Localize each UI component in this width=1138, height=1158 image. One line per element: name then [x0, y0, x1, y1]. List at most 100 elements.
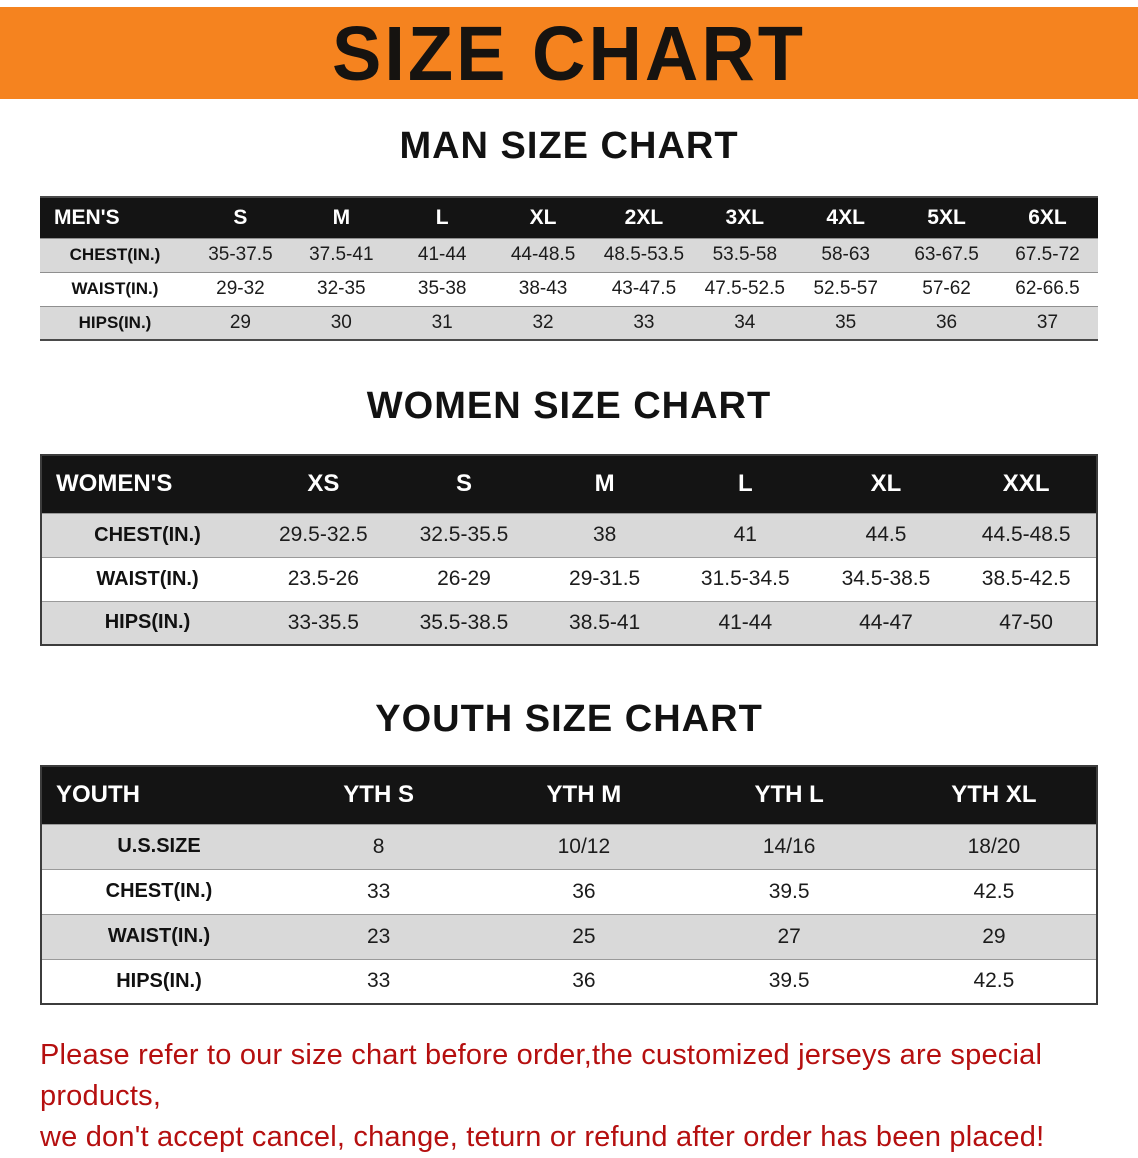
men-table-header-row: MEN'S S M L XL 2XL 3XL 4XL 5XL 6XL [40, 197, 1098, 238]
measurement-row-label: HIPS(IN.) [116, 969, 202, 992]
table-row: WAIST(IN.) 23.5-26 26-29 29-31.5 31.5-34.5 34… [41, 557, 1097, 601]
size-value: 39.5 [768, 879, 810, 903]
size-value: 43-47.5 [611, 278, 677, 299]
footer-note-line1: Please refer to our size chart before or… [40, 1039, 1043, 1112]
measurement-row-label: CHEST(IN.) [69, 245, 161, 264]
size-column-header: L [435, 205, 449, 229]
size-value: 26-29 [437, 567, 491, 590]
size-column-header: 6XL [1028, 205, 1067, 229]
measurement-row-label: HIPS(IN.) [78, 312, 152, 332]
size-value: 32 [532, 311, 554, 333]
size-value: 35-37.5 [208, 244, 273, 265]
youth-chart-title: YOUTH SIZE CHART [375, 698, 763, 740]
youth-size-chart-section: YOUTH SIZE CHART YOUTH YTH S YTH M YTH L YTH … [40, 698, 1098, 1005]
men-corner-label: MEN'S [54, 205, 120, 229]
size-column-header: XXL [1002, 470, 1050, 498]
size-column-header: XS [307, 470, 340, 498]
size-value: 18/20 [967, 834, 1021, 858]
size-value: 37 [1036, 311, 1059, 333]
size-value: 23.5-26 [287, 567, 359, 590]
men-size-chart-section: MAN SIZE CHART MEN'S S M L XL 2XL 3XL 4XL 5XL 6XL C… [40, 125, 1098, 341]
size-value: 33 [366, 879, 391, 903]
women-table-header-row: WOMEN'S XS S M L XL XXL [41, 455, 1097, 513]
size-column-header: M [332, 205, 351, 229]
size-column-header: 5XL [927, 205, 966, 229]
size-value: 62-66.5 [1015, 278, 1080, 299]
size-column-header: M [594, 470, 615, 498]
measurement-row-label: CHEST(IN.) [105, 880, 213, 902]
size-value: 44.5-48.5 [981, 523, 1071, 546]
size-value: 38.5-42.5 [981, 567, 1071, 590]
size-value: 44-47 [859, 610, 913, 634]
size-value: 47-50 [999, 610, 1053, 634]
size-column-header: YTH S [343, 781, 414, 809]
women-size-table: WOMEN'S XS S M L XL XXL CHEST(IN.) 29.5-32.5 32.5… [40, 454, 1098, 646]
size-column-header: YTH M [546, 781, 622, 809]
table-row: WAIST(IN.) 29-32 32-35 35-38 38-43 43-47.5 47.… [40, 272, 1098, 306]
table-row: WAIST(IN.) 23 25 27 29 [41, 914, 1097, 959]
size-column-header: L [737, 470, 753, 498]
size-value: 48.5-53.5 [603, 244, 685, 265]
size-value: 29 [982, 924, 1006, 948]
size-value: 32.5-35.5 [419, 523, 509, 546]
measurement-row-label: WAIST(IN.) [107, 925, 211, 947]
measurement-row-label: HIPS(IN.) [104, 611, 191, 634]
size-column-header: S [455, 470, 472, 498]
table-row: CHEST(IN.) 29.5-32.5 32.5-35.5 38 41 44.5 44.5… [41, 513, 1097, 557]
size-column-header: 2XL [624, 205, 664, 229]
table-row: CHEST(IN.) 35-37.5 37.5-41 41-44 44-48.5 48.5… [40, 238, 1098, 272]
size-value: 67.5-72 [1015, 244, 1080, 265]
size-value: 47.5-52.5 [704, 278, 785, 299]
size-value: 8 [372, 834, 385, 858]
size-value: 33-35.5 [287, 610, 359, 634]
men-chart-title: MAN SIZE CHART [399, 125, 739, 167]
size-value: 29-31.5 [569, 567, 641, 590]
size-value: 38 [592, 523, 617, 546]
size-value: 41-44 [417, 244, 467, 265]
size-column-header: XL [529, 205, 557, 229]
measurement-row-label: WAIST(IN.) [71, 279, 159, 298]
women-corner-label: WOMEN'S [56, 470, 173, 498]
size-value: 34 [734, 311, 756, 333]
size-value: 10/12 [557, 834, 611, 858]
size-value: 31 [431, 311, 453, 333]
men-size-table: MEN'S S M L XL 2XL 3XL 4XL 5XL 6XL CHEST(IN.) 35-37… [40, 196, 1098, 341]
size-value: 29.5-32.5 [278, 523, 368, 546]
size-value: 33 [633, 311, 655, 333]
size-value: 23 [366, 924, 391, 948]
size-value: 42.5 [973, 879, 1015, 903]
size-value: 36 [935, 311, 958, 333]
size-value: 36 [572, 879, 596, 903]
size-column-header: XL [870, 470, 902, 498]
size-value: 35 [835, 311, 857, 333]
size-value: 35.5-38.5 [419, 610, 509, 634]
size-value: 38.5-41 [569, 610, 641, 634]
youth-size-table: YOUTH YTH S YTH M YTH L YTH XL U.S.SIZE 8 10/12… [40, 765, 1098, 1005]
size-value: 33 [366, 969, 391, 993]
measurement-row-label: CHEST(IN.) [94, 523, 201, 546]
size-column-header: S [233, 205, 248, 229]
size-value: 37.5-41 [309, 244, 374, 265]
youth-corner-label: YOUTH [56, 781, 140, 809]
footer-note-line2: we don't accept cancel, change, teturn o… [40, 1121, 1045, 1153]
size-value: 52.5-57 [813, 278, 878, 299]
size-value: 57-62 [922, 278, 971, 299]
size-column-header: 3XL [725, 205, 765, 229]
size-value: 53.5-58 [712, 244, 778, 265]
size-value: 38-43 [518, 278, 568, 299]
women-chart-title: WOMEN SIZE CHART [366, 385, 772, 427]
size-column-header: YTH L [754, 781, 824, 809]
table-row: HIPS(IN.) 33 36 39.5 42.5 [41, 959, 1097, 1004]
size-value: 42.5 [973, 969, 1015, 993]
size-column-header: YTH XL [951, 781, 1037, 809]
size-value: 44-48.5 [510, 244, 576, 265]
size-value: 35-38 [417, 278, 467, 299]
size-value: 36 [572, 969, 596, 993]
table-row: HIPS(IN.) 33-35.5 35.5-38.5 38.5-41 41-44 44-… [41, 601, 1097, 645]
size-value: 39.5 [768, 969, 810, 993]
table-row: HIPS(IN.) 29 30 31 32 33 34 35 36 37 [40, 306, 1098, 340]
size-value: 29-32 [216, 278, 265, 299]
size-value: 32-35 [317, 278, 366, 299]
size-value: 34.5-38.5 [841, 567, 931, 590]
size-value: 58-63 [821, 244, 870, 265]
